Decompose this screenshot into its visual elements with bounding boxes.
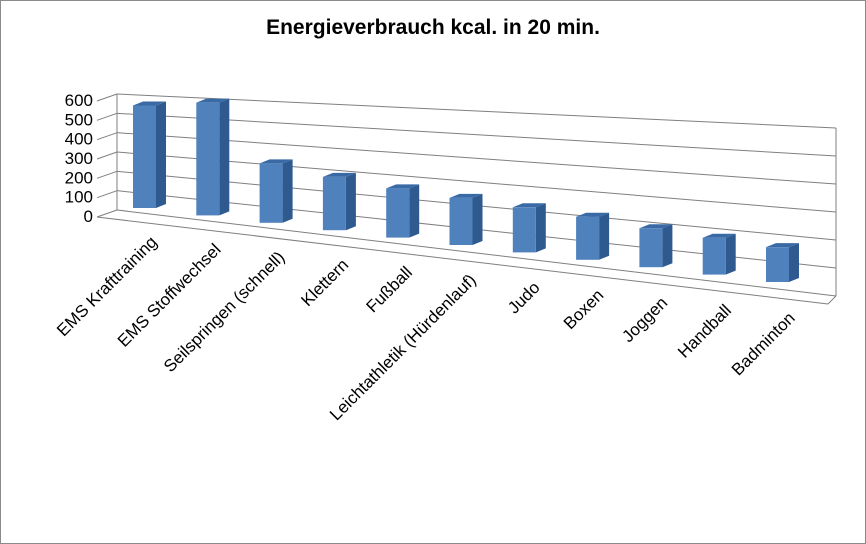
bar-side bbox=[282, 159, 293, 223]
bar bbox=[259, 159, 293, 223]
bar-top bbox=[133, 101, 166, 106]
bar-front bbox=[196, 102, 220, 216]
bar bbox=[322, 172, 356, 231]
gridline-side bbox=[96, 132, 118, 141]
bar-top bbox=[639, 224, 673, 229]
gridline-side bbox=[96, 151, 118, 160]
bar-front bbox=[133, 105, 156, 208]
bar-front bbox=[512, 207, 536, 253]
bar-side bbox=[472, 193, 483, 245]
bar bbox=[449, 193, 483, 245]
bar-side bbox=[219, 98, 230, 216]
bar-top bbox=[512, 203, 546, 208]
bar bbox=[766, 243, 799, 282]
gridline bbox=[116, 112, 837, 157]
floor-edge bbox=[96, 216, 829, 305]
bar-top bbox=[702, 233, 736, 238]
bar-front bbox=[386, 188, 410, 238]
x-category-label: Boxen bbox=[560, 286, 608, 334]
bar-top bbox=[386, 184, 420, 189]
x-category-label: Klettern bbox=[297, 255, 352, 310]
bar-front bbox=[576, 216, 600, 260]
gridline-side bbox=[96, 190, 118, 199]
floor-edge-right bbox=[827, 295, 837, 305]
bar bbox=[133, 101, 166, 208]
bar-top bbox=[322, 172, 356, 177]
bar-side bbox=[789, 243, 799, 282]
gridline bbox=[116, 132, 837, 185]
bar-top bbox=[449, 193, 483, 198]
y-tick-label: 300 bbox=[65, 149, 93, 168]
y-tick-label: 200 bbox=[65, 168, 93, 187]
bar-side bbox=[662, 224, 673, 268]
bar-front bbox=[639, 228, 663, 268]
y-tick-label: 600 bbox=[65, 91, 93, 110]
y-tick-label: 100 bbox=[65, 188, 93, 207]
bar-top bbox=[196, 98, 230, 103]
gridline bbox=[116, 93, 837, 129]
gridline bbox=[116, 209, 837, 297]
gridline-side bbox=[96, 170, 118, 179]
bar-front bbox=[702, 237, 726, 275]
bar-front bbox=[766, 247, 789, 282]
bar bbox=[639, 224, 673, 268]
bar-top bbox=[259, 159, 293, 164]
bar-side bbox=[409, 184, 420, 238]
bars bbox=[133, 98, 799, 282]
bar-side bbox=[599, 212, 610, 260]
bar bbox=[196, 98, 230, 216]
y-tick-label: 400 bbox=[65, 130, 93, 149]
x-category-label: Joggen bbox=[618, 293, 671, 346]
bar-side bbox=[156, 101, 166, 208]
bar-top bbox=[576, 212, 610, 217]
x-category-label: Badminton bbox=[728, 308, 799, 379]
bar-top bbox=[766, 243, 799, 248]
gridline-side bbox=[96, 112, 118, 121]
bar-side bbox=[725, 233, 736, 275]
bar-side bbox=[345, 172, 356, 231]
gridline-side bbox=[96, 209, 118, 218]
bar bbox=[576, 212, 610, 260]
x-category-label: Judo bbox=[504, 278, 544, 318]
bar-front bbox=[259, 163, 283, 223]
x-category-label: Fußball bbox=[363, 263, 417, 317]
x-category-label: Seilspringen (schnell) bbox=[160, 248, 288, 376]
x-category-label: Handball bbox=[674, 301, 735, 362]
chart-title: Energieverbrauch kcal. in 20 min. bbox=[266, 16, 600, 39]
y-tick-label: 500 bbox=[65, 110, 93, 129]
bar bbox=[386, 184, 420, 238]
bar-side bbox=[535, 203, 546, 253]
bar-front bbox=[449, 197, 473, 245]
y-tick-label: 0 bbox=[84, 207, 93, 226]
bar-front bbox=[322, 176, 346, 231]
bar bbox=[702, 233, 736, 275]
x-category-label: Leichtathletik (Hürdenlauf) bbox=[326, 270, 480, 424]
bar bbox=[512, 203, 546, 253]
gridline-side bbox=[96, 93, 118, 102]
gridline bbox=[116, 151, 837, 213]
